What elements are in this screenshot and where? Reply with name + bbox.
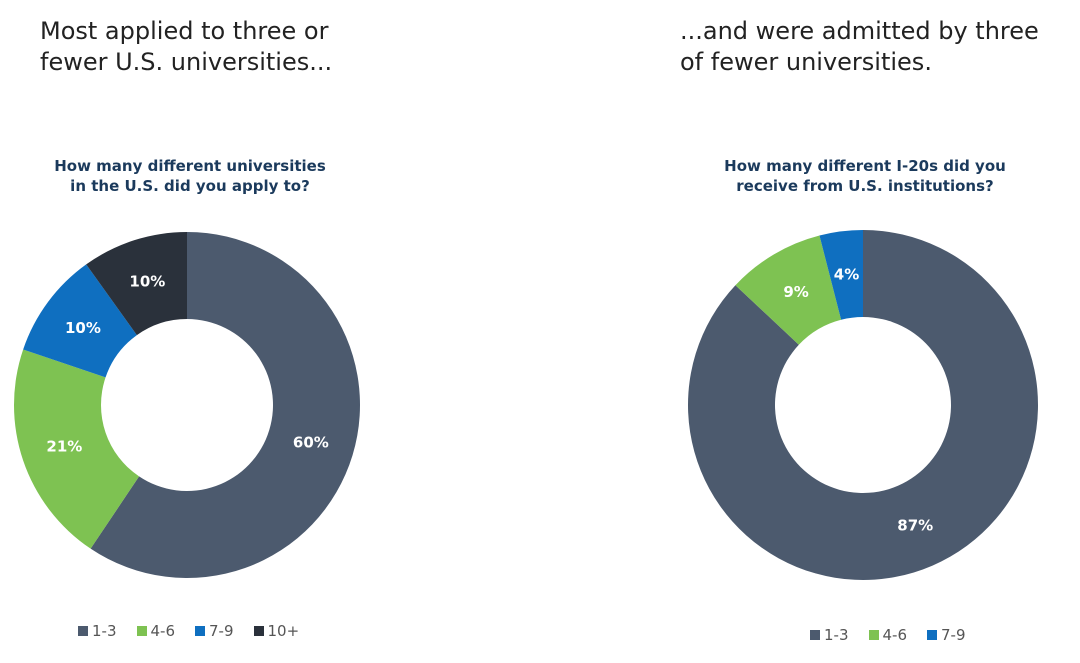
legend-label: 4-6 <box>150 622 176 640</box>
legend-swatch <box>78 626 88 636</box>
slice-value-label: 10% <box>65 319 101 337</box>
legend-item-4-6: 4-6 <box>136 622 176 640</box>
chart-question: How many different universities in the U… <box>54 157 326 195</box>
legend-swatch <box>868 630 879 640</box>
legend-item-7-9: 7-9 <box>195 622 234 640</box>
chart-panel-applied: Most applied to three or fewer U.S. univ… <box>13 17 361 640</box>
slice-value-label: 60% <box>293 434 329 452</box>
slice-value-label: 10% <box>129 273 165 291</box>
donut-slice-1-3 <box>90 232 361 578</box>
donut-chart-admitted: 87% 9% 4% <box>688 230 1038 580</box>
legend-label: 10+ <box>267 622 300 640</box>
slice-value-label: 87% <box>897 517 933 535</box>
chart-headline: Most applied to three or fewer U.S. univ… <box>40 17 333 76</box>
chart-headline: ...and were admitted by three of fewer u… <box>680 17 1039 76</box>
legend-swatch <box>810 630 820 640</box>
donut-slice-7-9 <box>23 264 137 378</box>
chart-legend: 1-3 4-6 7-9 10+ <box>78 622 299 640</box>
chart-question: How many different I-20s did you receive… <box>724 157 1006 195</box>
legend-label: 4-6 <box>882 626 908 644</box>
slice-value-label: 4% <box>834 266 859 284</box>
donut-slice-4-6 <box>13 349 140 549</box>
legend-item-7-9: 7-9 <box>927 626 966 644</box>
chart-panel-admitted: ...and were admitted by three of fewer u… <box>540 0 1080 663</box>
legend-item-10-plus: 10+ <box>253 622 300 640</box>
legend-item-1-3: 1-3 <box>810 626 849 644</box>
legend-swatch <box>253 626 264 636</box>
legend-item-4-6: 4-6 <box>868 626 908 644</box>
slice-value-label: 9% <box>783 283 808 301</box>
slice-value-label: 21% <box>46 438 82 456</box>
donut-slice-1-3 <box>688 230 1038 580</box>
donut-slice-4-6 <box>735 235 842 345</box>
legend-label: 7-9 <box>209 622 234 640</box>
legend-label: 1-3 <box>92 622 117 640</box>
donut-slice-7-9 <box>819 230 863 320</box>
legend-label: 7-9 <box>941 626 966 644</box>
legend-swatch <box>195 626 205 636</box>
legend-label: 1-3 <box>824 626 849 644</box>
chart-legend: 1-3 4-6 7-9 <box>810 626 966 644</box>
legend-swatch <box>136 626 147 636</box>
donut-slice-10-plus <box>86 232 187 336</box>
legend-item-1-3: 1-3 <box>78 622 117 640</box>
donut-chart-applied: 60% 21% 10% 10% <box>13 232 361 578</box>
legend-swatch <box>927 630 937 640</box>
